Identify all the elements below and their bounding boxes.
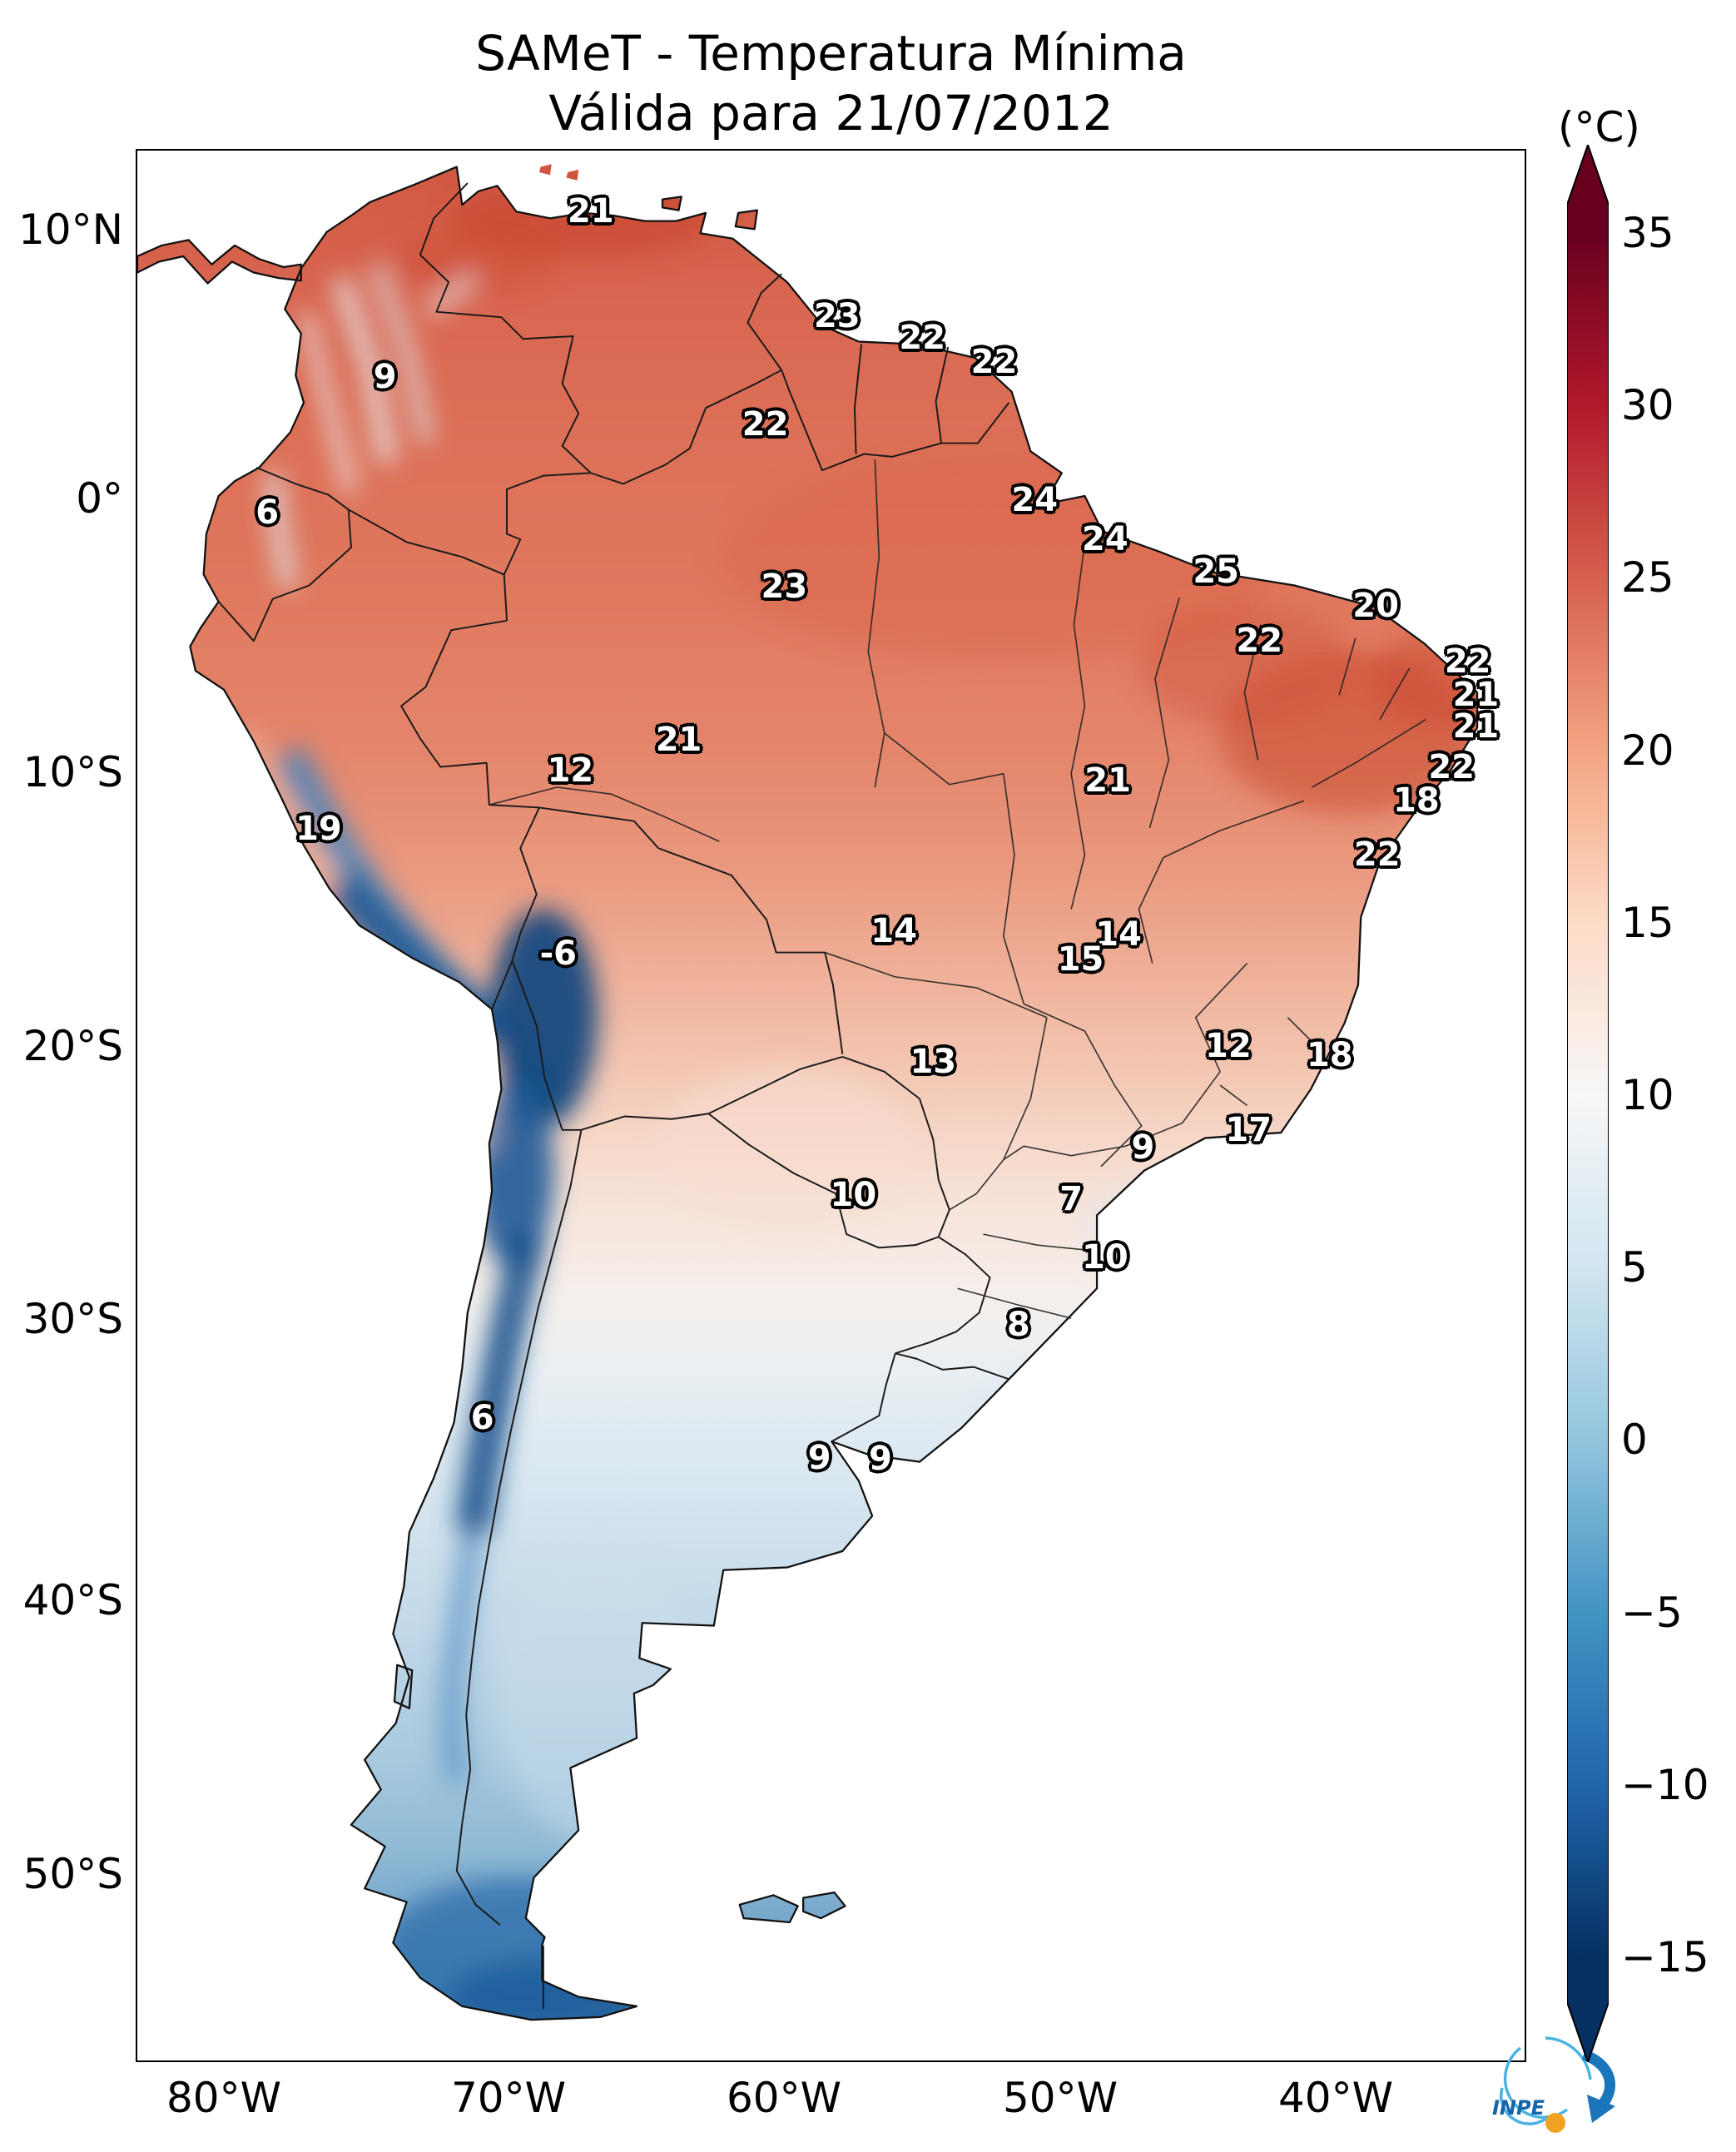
colorbar <box>1566 141 1610 2065</box>
station-temp-label: 21 <box>1452 676 1500 715</box>
station-temp-label: 10 <box>830 1175 877 1214</box>
y-tick-label: 50°S <box>22 1849 123 1898</box>
station-temp-label: 15 <box>1057 940 1104 979</box>
station-temp-label: 6 <box>470 1399 494 1438</box>
logo-arrowhead <box>1587 2095 1615 2123</box>
station-temp-label: 22 <box>1236 622 1283 661</box>
station-temp-label: 25 <box>1193 553 1240 592</box>
colorbar-tick-label: 10 <box>1621 1071 1674 1119</box>
station-temp-label: 22 <box>742 404 789 444</box>
x-tick-label: 80°W <box>166 2074 282 2122</box>
station-temp-label: 18 <box>1393 781 1440 821</box>
logo-text: INPE <box>1492 2096 1545 2120</box>
y-tick-label: 30°S <box>22 1294 123 1343</box>
station-temp-label: 13 <box>910 1043 957 1082</box>
x-tick-label: 60°W <box>726 2074 842 2122</box>
station-temp-label: 21 <box>1452 707 1500 746</box>
station-temp-label: 23 <box>761 568 808 607</box>
title-line-1: SAMeT - Temperatura Mínima <box>475 25 1187 82</box>
station-temp-label: 24 <box>1011 480 1059 519</box>
station-temp-label: 23 <box>813 296 861 335</box>
colorbar-unit: (°C) <box>1558 103 1640 151</box>
state-borders <box>489 459 1426 1319</box>
map-plot: 21 23 22 22 9 22 6 24 24 25 23 20 22 22 21 21 21 12 22 21 18… <box>136 149 1616 2133</box>
colorbar-tick-label: 20 <box>1621 726 1674 775</box>
coastline <box>137 166 1479 2021</box>
station-temp-label: 22 <box>1428 747 1476 786</box>
station-temp-label: 20 <box>1352 586 1399 625</box>
station-temp-label: 22 <box>1353 836 1401 875</box>
station-temp-label: 14 <box>1095 915 1142 955</box>
station-temp-label: 12 <box>1204 1026 1252 1065</box>
station-temp-label: 8 <box>1006 1306 1030 1345</box>
station-temp-label: 22 <box>970 342 1018 381</box>
station-temp-label: 24 <box>1081 520 1128 559</box>
station-temp-label: 22 <box>1444 642 1491 681</box>
colorbar-tick-label: 5 <box>1621 1243 1648 1292</box>
station-temp-label: 19 <box>295 810 342 849</box>
country-borders <box>217 182 1010 2010</box>
station-temp-label: 12 <box>547 751 594 791</box>
station-temp-label: 7 <box>1059 1179 1084 1218</box>
colorbar-tick-label: 25 <box>1621 553 1674 602</box>
y-tick-label: 0° <box>76 474 123 523</box>
page-title: SAMeT - Temperatura Mínima Válida para 2… <box>136 23 1526 143</box>
inpe-logo: INPE <box>1492 2036 1616 2133</box>
station-temp-label: 14 <box>870 911 917 950</box>
colorbar-tick-label: 0 <box>1621 1416 1648 1465</box>
station-temp-label: -6 <box>539 935 577 974</box>
colorbar-tick-label: 35 <box>1621 209 1674 257</box>
station-temp-label: 21 <box>567 192 614 231</box>
logo-orange-dot <box>1545 2113 1565 2133</box>
x-tick-label: 40°W <box>1277 2074 1394 2122</box>
colorbar-tick-label: −15 <box>1621 1933 1709 1981</box>
colorbar-tick-label: 15 <box>1621 898 1674 947</box>
station-temp-label: 18 <box>1306 1036 1353 1075</box>
title-line-2: Válida para 21/07/2012 <box>548 85 1114 141</box>
y-tick-label: 10°S <box>22 747 123 796</box>
y-tick-label: 20°S <box>22 1021 123 1070</box>
x-tick-label: 50°W <box>1002 2074 1118 2122</box>
station-temp-label: 9 <box>1131 1128 1155 1167</box>
station-temp-label: 6 <box>255 493 280 532</box>
station-temp-label: 21 <box>655 721 702 760</box>
south-america-map <box>137 164 1479 2021</box>
station-temp-label: 10 <box>1081 1237 1128 1277</box>
station-temp-label: 22 <box>899 318 946 357</box>
y-tick-label: 10°N <box>17 205 123 254</box>
station-temp-label: 9 <box>807 1438 831 1477</box>
station-temp-label: 9 <box>868 1440 892 1479</box>
station-labels-layer: 21 23 22 22 9 22 6 24 24 25 23 20 22 22 21 21 21 12 22 21 18… <box>137 151 1525 2060</box>
station-temp-label: 21 <box>1084 761 1131 800</box>
colorbar-tick-label: −10 <box>1621 1760 1709 1809</box>
station-temp-label: 9 <box>373 357 397 396</box>
y-tick-label: 40°S <box>22 1575 123 1624</box>
colorbar-tick-label: −5 <box>1621 1588 1683 1637</box>
colorbar-tick-label: 30 <box>1621 381 1674 430</box>
logo-arrow <box>1581 2049 1616 2106</box>
x-tick-label: 70°W <box>450 2074 567 2122</box>
station-temp-label: 17 <box>1225 1110 1272 1149</box>
colorbar-gradient <box>1566 141 1610 2065</box>
